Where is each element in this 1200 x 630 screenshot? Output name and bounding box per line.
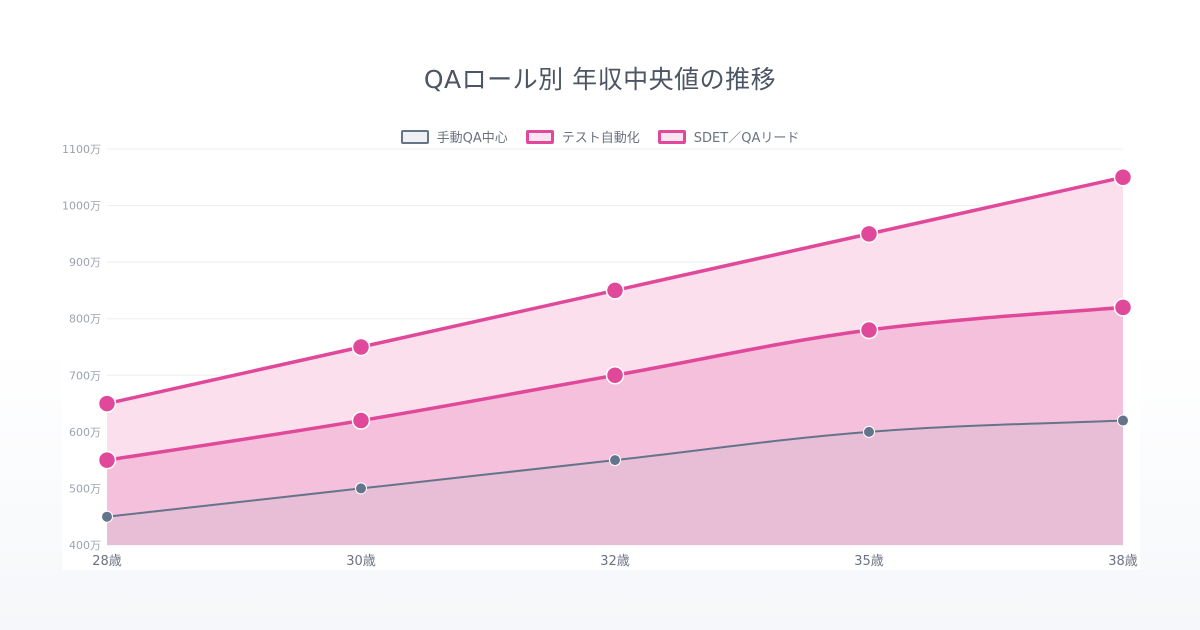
legend-swatch-sdet-qa-lead [657, 129, 686, 144]
legend-swatch-test-automation [525, 129, 554, 144]
y-tick-label: 600万 [69, 426, 101, 439]
y-tick-label: 1100万 [62, 143, 101, 156]
legend-label-sdet-qa-lead: SDET／QAリード [693, 131, 800, 146]
point-sdet-qa-lead [859, 224, 879, 244]
point-test-automation [97, 450, 117, 470]
legend: 手動QA中心 テスト自動化 SDET／QAリード [0, 127, 1200, 146]
point-manual-qa [101, 510, 113, 523]
x-tick-label: 28歳 [92, 554, 122, 569]
point-manual-qa [355, 482, 367, 495]
point-manual-qa [1117, 414, 1129, 427]
legend-swatch-manual-qa [400, 129, 429, 144]
x-tick-label: 38歳 [1108, 554, 1138, 569]
y-tick-label: 400万 [69, 539, 101, 552]
point-sdet-qa-lead [351, 337, 371, 357]
chart-title: QAロール別 年収中央値の推移 [423, 65, 777, 94]
point-sdet-qa-lead [97, 394, 117, 413]
point-manual-qa [863, 425, 875, 438]
y-tick-label: 1000万 [62, 200, 101, 213]
x-tick-label: 35歳 [854, 554, 884, 569]
legend-label-test-automation: テスト自動化 [561, 131, 640, 146]
legend-item-test-automation[interactable]: テスト自動化 [525, 127, 640, 146]
point-test-automation [859, 320, 879, 340]
x-tick-label: 32歳 [600, 554, 630, 569]
point-sdet-qa-lead [1113, 168, 1133, 187]
area-manual-qa [107, 420, 1123, 545]
x-tick-label: 30歳 [346, 554, 376, 569]
point-sdet-qa-lead [605, 281, 625, 300]
y-tick-label: 700万 [69, 369, 101, 382]
legend-label-manual-qa: 手動QA中心 [436, 131, 508, 146]
point-manual-qa [609, 454, 621, 467]
legend-item-sdet-qa-lead[interactable]: SDET／QAリード [657, 127, 800, 146]
point-test-automation [351, 411, 371, 430]
y-tick-label: 800万 [69, 313, 101, 326]
y-tick-label: 500万 [69, 482, 101, 495]
point-test-automation [1113, 298, 1133, 317]
y-tick-label: 900万 [69, 256, 101, 269]
legend-item-manual-qa[interactable]: 手動QA中心 [400, 127, 508, 146]
point-test-automation [605, 366, 625, 385]
